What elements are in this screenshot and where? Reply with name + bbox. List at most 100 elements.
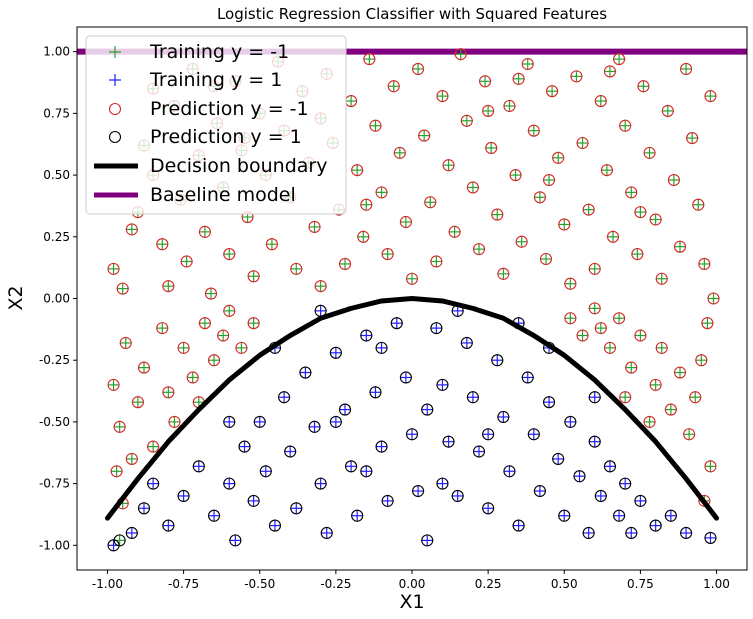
point-prediction-neg — [515, 235, 528, 248]
point-training-neg — [162, 386, 175, 399]
point-prediction-pos — [278, 391, 291, 404]
point-training-neg — [235, 341, 248, 354]
point-prediction-pos — [527, 428, 540, 441]
point-training-pos — [223, 477, 236, 490]
point-training-neg — [603, 65, 616, 78]
point-prediction-pos — [497, 410, 510, 424]
legend-ring-black — [108, 130, 122, 144]
point-prediction-neg — [223, 248, 236, 261]
point-training-pos — [533, 485, 546, 498]
point-prediction-neg — [695, 354, 708, 367]
y-tick-label: -0.75 — [39, 477, 70, 491]
y-tick-label: 0.75 — [43, 106, 70, 120]
point-training-pos — [552, 452, 565, 465]
point-training-neg — [655, 272, 668, 285]
point-training-neg — [509, 169, 522, 182]
point-prediction-pos — [442, 435, 455, 448]
point-prediction-pos — [613, 509, 626, 522]
point-training-neg — [208, 354, 221, 367]
point-training-neg — [345, 95, 358, 108]
point-training-neg — [357, 230, 370, 243]
point-prediction-pos — [192, 460, 205, 473]
point-prediction-neg — [338, 257, 352, 270]
point-training-pos — [284, 445, 297, 458]
point-training-neg — [674, 366, 686, 379]
point-prediction-pos — [113, 534, 126, 547]
point-prediction-neg — [351, 164, 364, 177]
point-training-pos — [442, 435, 455, 448]
x-axis-title: X1 — [399, 591, 424, 613]
point-training-neg — [448, 225, 461, 238]
point-training-neg — [613, 53, 626, 66]
point-training-neg — [125, 452, 138, 465]
point-prediction-neg — [177, 341, 190, 354]
point-prediction-neg — [509, 169, 522, 182]
point-training-neg — [634, 206, 647, 219]
point-training-neg — [223, 248, 236, 261]
point-prediction-pos — [308, 420, 321, 433]
point-training-pos — [406, 428, 418, 441]
legend-label-decision-boundary: Decision boundary — [150, 155, 327, 177]
point-prediction-neg — [454, 48, 467, 61]
series-training-pos — [107, 304, 717, 552]
point-prediction-neg — [217, 329, 230, 342]
point-prediction-neg — [375, 186, 388, 199]
point-training-pos — [497, 410, 510, 423]
point-training-pos — [278, 391, 291, 404]
point-prediction-neg — [603, 65, 617, 78]
point-prediction-pos — [482, 428, 495, 441]
point-training-neg — [515, 235, 528, 248]
point-prediction-neg — [265, 238, 278, 251]
point-prediction-pos — [329, 346, 342, 359]
point-prediction-pos — [491, 354, 504, 367]
point-training-neg — [412, 62, 425, 75]
point-prediction-pos — [351, 509, 364, 522]
point-prediction-pos — [147, 477, 160, 490]
point-prediction-pos — [137, 502, 151, 515]
point-prediction-neg — [643, 415, 656, 428]
point-training-neg — [381, 248, 394, 261]
point-prediction-pos — [664, 509, 677, 522]
point-training-pos — [649, 519, 662, 532]
legend-label-prediction-pos: Prediction y = 1 — [150, 126, 302, 148]
point-training-neg — [497, 267, 510, 280]
point-training-neg — [704, 90, 717, 103]
point-prediction-pos — [223, 477, 236, 490]
point-training-pos — [345, 460, 358, 473]
point-prediction-neg — [107, 378, 120, 391]
point-training-pos — [381, 494, 394, 507]
point-prediction-neg — [466, 181, 479, 194]
point-prediction-neg — [564, 312, 577, 325]
point-prediction-neg — [503, 99, 516, 113]
point-prediction-pos — [412, 484, 425, 498]
point-prediction-pos — [594, 489, 607, 503]
legend-item-training-neg: Training y = -1 — [109, 41, 289, 63]
point-training-neg — [558, 218, 571, 231]
point-prediction-neg — [576, 136, 589, 150]
point-training-pos — [466, 391, 479, 404]
point-training-neg — [588, 262, 601, 275]
point-training-neg — [119, 336, 132, 349]
point-training-neg — [649, 378, 662, 391]
point-training-neg — [655, 341, 668, 354]
point-prediction-neg — [198, 317, 211, 330]
x-tick-label: -0.50 — [244, 577, 275, 591]
point-training-neg — [314, 280, 327, 293]
point-training-pos — [329, 415, 342, 428]
point-training-neg — [698, 257, 711, 270]
point-prediction-pos — [229, 534, 242, 547]
point-prediction-pos — [207, 509, 221, 522]
point-prediction-neg — [381, 248, 394, 261]
point-training-pos — [588, 435, 601, 448]
point-training-neg — [707, 292, 720, 305]
legend-item-baseline-model: Baseline model — [94, 184, 296, 206]
point-prediction-neg — [491, 208, 504, 221]
point-training-pos — [320, 526, 333, 539]
point-training-neg — [674, 240, 686, 253]
legend-item-decision-boundary: Decision boundary — [94, 155, 327, 177]
point-prediction-neg — [667, 173, 680, 187]
point-prediction-neg — [637, 80, 650, 93]
point-prediction-neg — [424, 196, 437, 209]
point-training-neg — [631, 248, 644, 261]
